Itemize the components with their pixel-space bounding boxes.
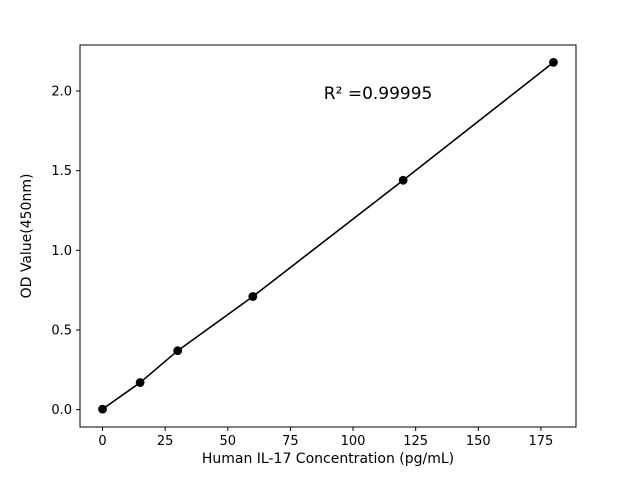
- x-tick-label: 150: [466, 434, 491, 449]
- regression-line: [102, 61, 554, 410]
- data-point: [549, 57, 558, 67]
- data-point: [98, 404, 107, 414]
- y-tick-label: 1.5: [51, 164, 72, 179]
- x-tick-label: 125: [403, 434, 428, 449]
- data-point: [398, 175, 408, 185]
- plot-area-frame: [79, 44, 577, 428]
- data-series: [98, 57, 558, 414]
- y-tick-label: 0.0: [51, 403, 72, 418]
- r-squared-annotation: R² =0.99995: [324, 84, 433, 104]
- y-tick-label: 1.0: [51, 244, 72, 259]
- data-point: [173, 346, 183, 356]
- y-tick-label: 0.5: [51, 323, 72, 338]
- x-tick-label: 0: [98, 434, 106, 449]
- axis-ticks: 0 25 50 75 100 125 150 175 0.0 0.5 1.0 1.5 2.0: [51, 85, 553, 449]
- y-axis-label: OD Value(450nm): [19, 174, 35, 299]
- y-tick-label: 2.0: [51, 85, 72, 100]
- x-axis-label: Human IL-17 Concentration (pg/mL): [202, 451, 454, 467]
- x-tick-label: 25: [157, 434, 174, 449]
- data-point: [248, 292, 258, 301]
- x-tick-label: 50: [220, 434, 237, 449]
- x-tick-label: 75: [282, 434, 299, 449]
- x-tick-label: 100: [341, 434, 366, 449]
- x-tick-label: 175: [529, 434, 554, 449]
- data-point: [135, 378, 145, 387]
